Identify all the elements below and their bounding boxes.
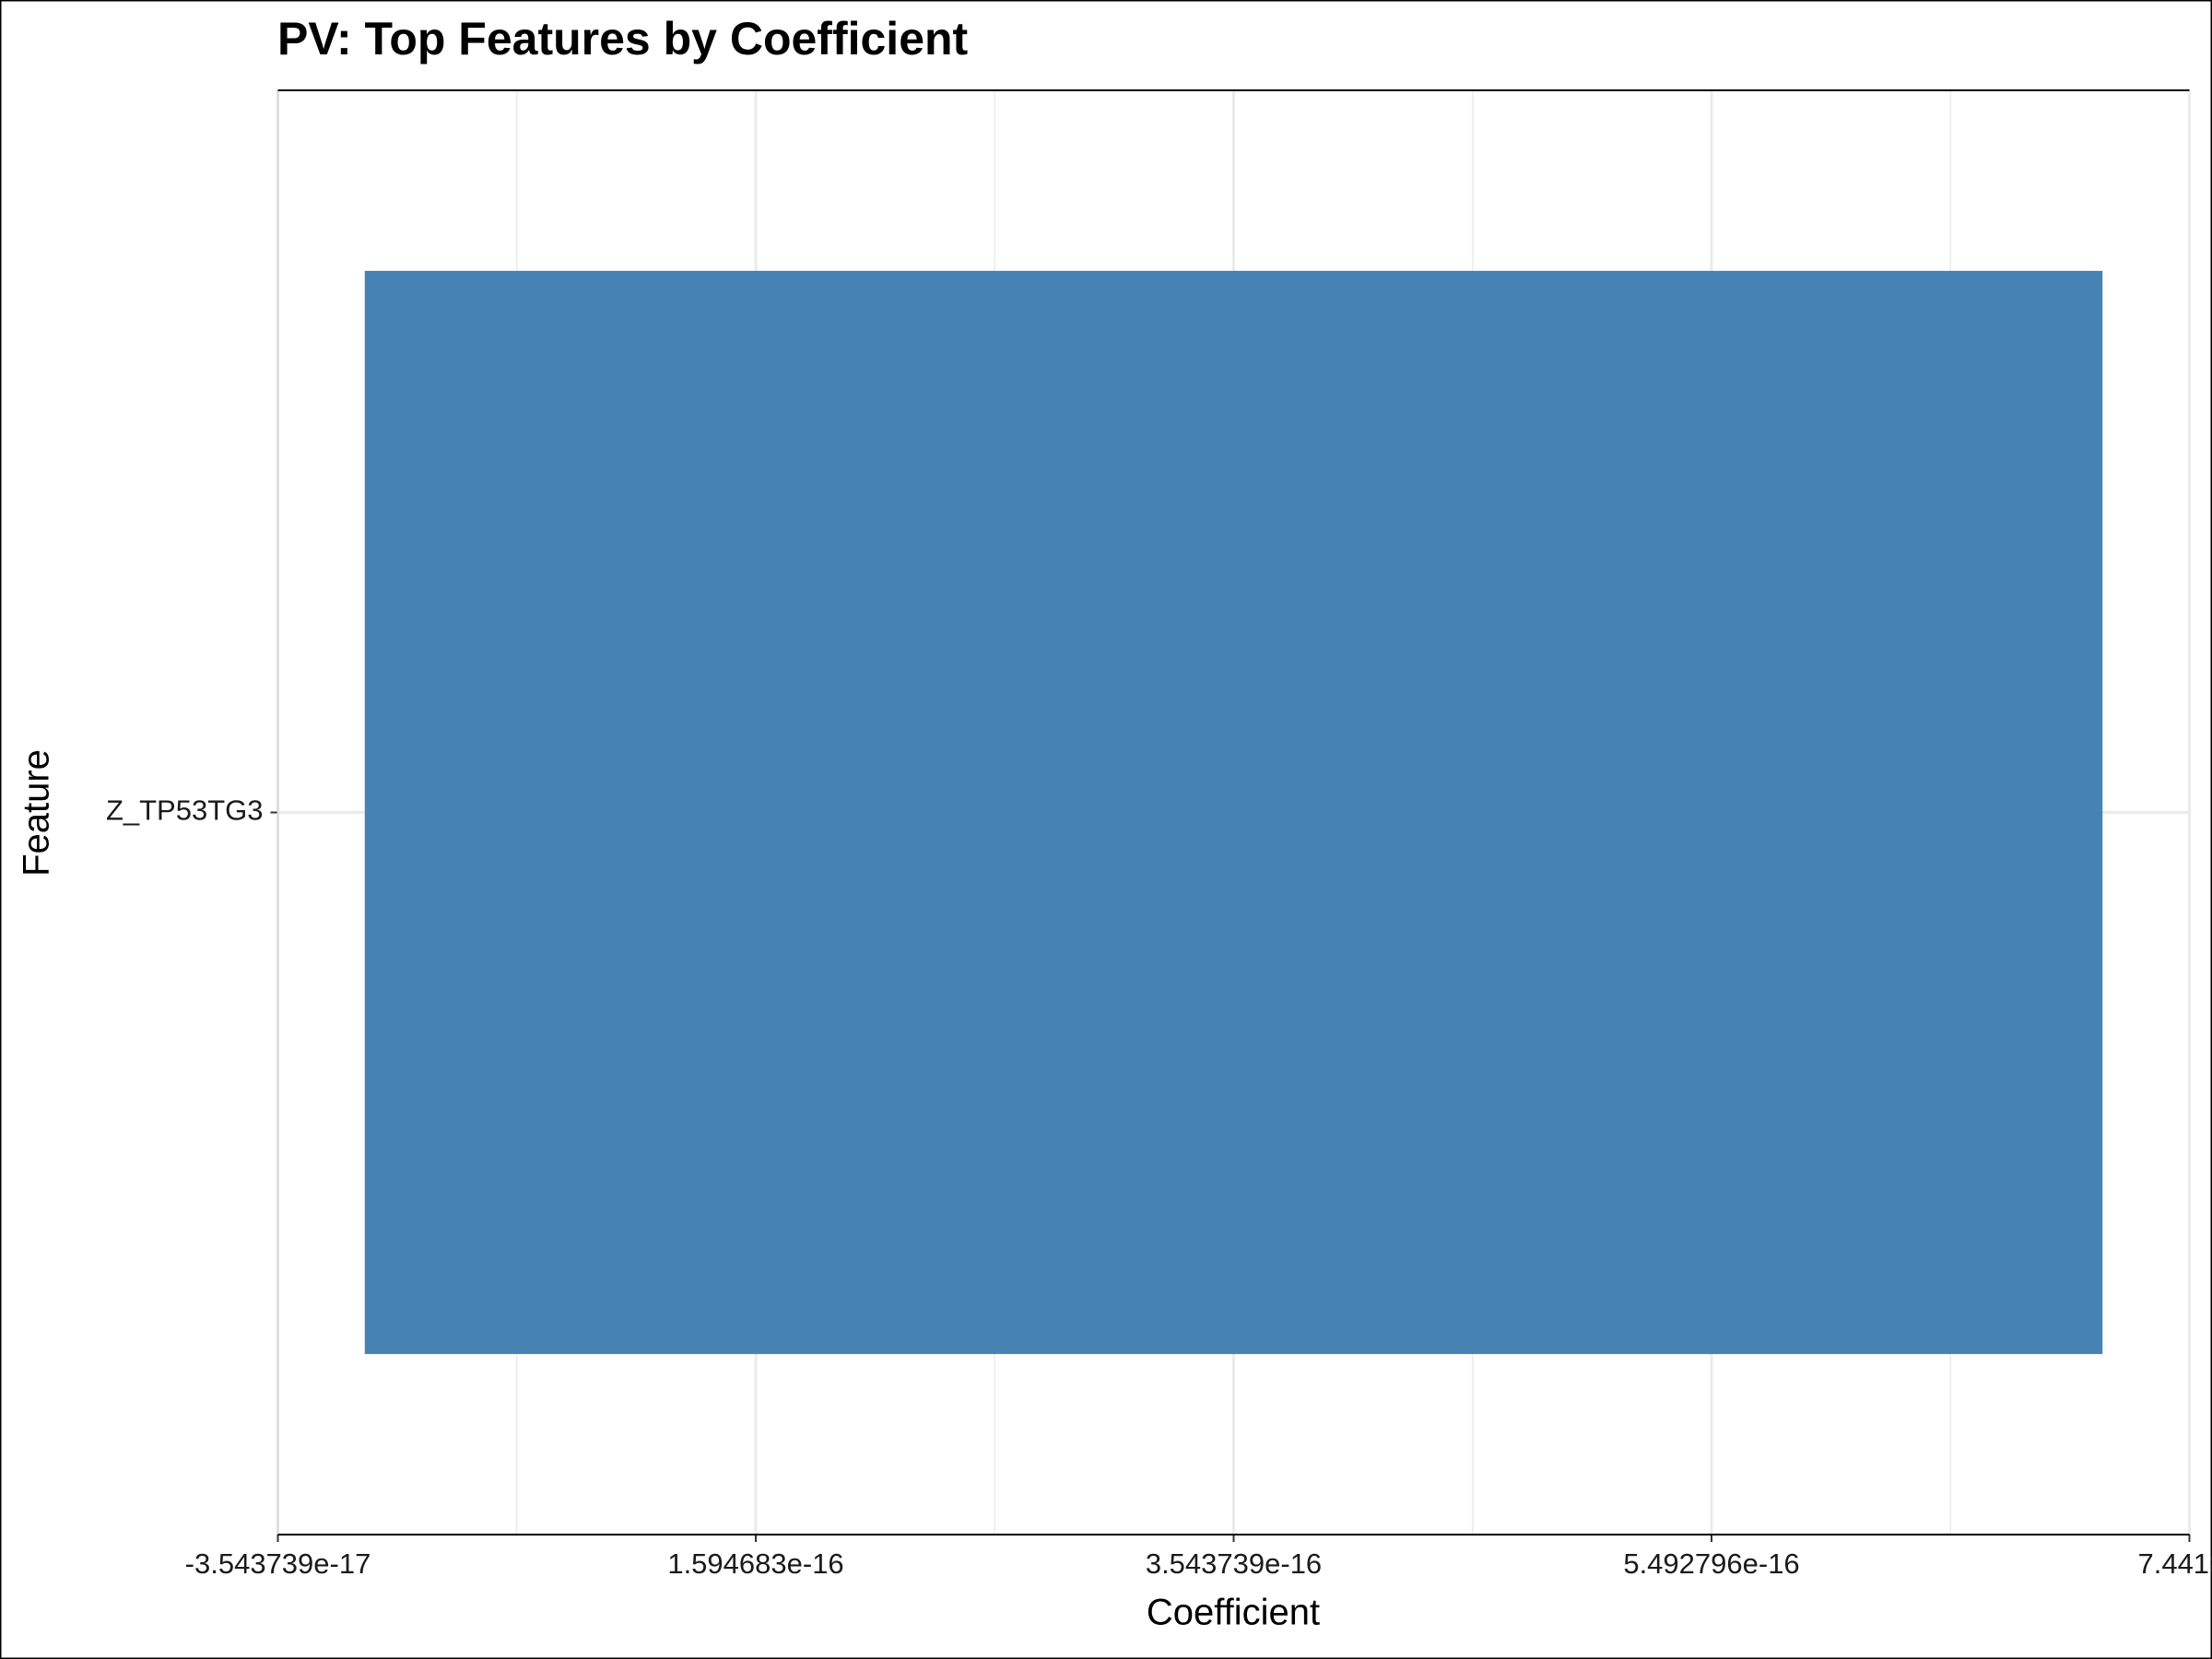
x-axis-title: Coefficient [1147,1593,1320,1633]
x-tick-label: -3.543739e-17 [185,1547,371,1580]
bar [364,270,2103,1355]
x-tick-label: 5.492796e-16 [1623,1547,1799,1580]
x-tick-label: 1.594683e-16 [667,1547,843,1580]
chart-title: PV: Top Features by Coefficient [277,13,969,65]
x-tick-label: 7.44185 [2137,1547,2212,1580]
y-tick-label: Z_TP53TG3 [106,794,264,827]
x-tick-label: 3.543739e-16 [1146,1547,1322,1580]
y-axis-title: Feature [17,749,57,877]
